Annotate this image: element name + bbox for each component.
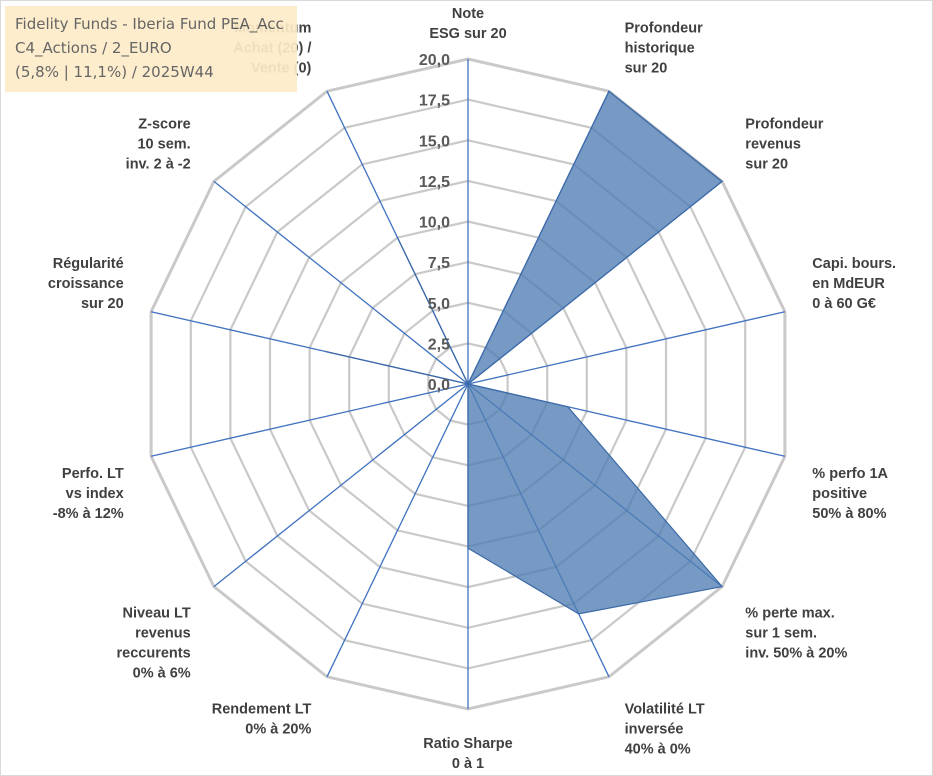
tick-label: 5,0 [428, 296, 450, 313]
axis-label-line: historique [625, 40, 695, 56]
axis-label-line: 50% à 80% [812, 506, 886, 522]
axis-label-line: sur 20 [81, 296, 124, 312]
axis-label-line: Perfo. LT [62, 466, 124, 482]
axis-label-line: % perfo 1A [812, 466, 888, 482]
axis-label-line: Rendement LT [212, 702, 312, 718]
axis-label-line: reccurents [117, 645, 191, 661]
title-line-1: Fidelity Funds - Iberia Fund PEA_Acc [15, 15, 284, 33]
axis-spoke [326, 383, 469, 678]
axis-label-line: inv. 50% à 20% [745, 645, 847, 661]
radar-series [325, 90, 724, 615]
tick-label: 15,0 [419, 133, 450, 150]
axis-label-line: revenus [135, 625, 191, 641]
axis-label-line: inversée [625, 722, 684, 738]
axis-label-line: % perte max. [745, 605, 834, 621]
axis-labels: Note ESG sur 20 Profondeur historique sur 20… [48, 6, 896, 772]
title-line-3: (5,8% | 11,1%) / 2025W44 [15, 63, 214, 81]
axis-label-line: 0 à 60 G€ [812, 296, 876, 312]
axis-label-line: 40% à 0% [625, 742, 691, 758]
axis-label-line: en MdEUR [812, 276, 885, 292]
tick-label: 12,5 [419, 174, 450, 191]
axis-label-line: Ratio Sharpe [423, 736, 512, 752]
tick-label: 7,5 [428, 255, 450, 272]
axis-label-line: revenus [745, 137, 801, 153]
axis-spoke [467, 311, 786, 385]
tick-label: 20,0 [419, 52, 450, 69]
axis-label-line: -8% à 12% [53, 506, 124, 522]
axis-label-line: sur 20 [625, 60, 668, 76]
axis-label-line: 10 sem. [137, 137, 190, 153]
tick-label: 17,5 [419, 93, 450, 110]
axis-label-line: 0% à 20% [245, 722, 311, 738]
radial-tick-labels: 0,0 2,5 5,0 7,5 10,0 12,5 15,0 17,5 20,0 [419, 52, 450, 394]
axis-label-line: 0 à 1 [452, 756, 484, 772]
axis-label-line: sur 20 [745, 157, 788, 173]
axis-spoke [213, 180, 469, 385]
axis-label-line: 0% à 6% [133, 665, 191, 681]
axis-label-line: Niveau LT [122, 605, 190, 621]
axis-label-line: Note [452, 6, 484, 22]
chart-title-box: Fidelity Funds - Iberia Fund PEA_Acc C4_… [5, 6, 297, 92]
tick-label: 0,0 [428, 377, 450, 394]
axis-spoke [150, 383, 469, 457]
axis-label-line: Z-score [138, 117, 190, 133]
axis-label-line: Profondeur [745, 117, 823, 133]
axis-label-line: sur 1 sem. [745, 625, 817, 641]
axis-label-line: ESG sur 20 [429, 26, 506, 42]
axis-spoke [213, 383, 469, 588]
axis-label-line: Profondeur [625, 20, 703, 36]
axis-label-line: positive [812, 486, 867, 502]
axis-label-line: Volatilité LT [625, 702, 705, 718]
tick-label: 2,5 [428, 336, 450, 353]
axis-label-line: Capi. bours. [812, 256, 896, 272]
axis-label-line: vs index [66, 486, 124, 502]
title-line-2: C4_Actions / 2_EURO [15, 39, 172, 57]
series-area [325, 90, 724, 615]
axis-label-line: croissance [48, 276, 124, 292]
tick-label: 10,0 [419, 215, 450, 232]
axis-label-line: Régularité [53, 256, 124, 272]
axis-label-line: inv. 2 à -2 [126, 157, 191, 173]
